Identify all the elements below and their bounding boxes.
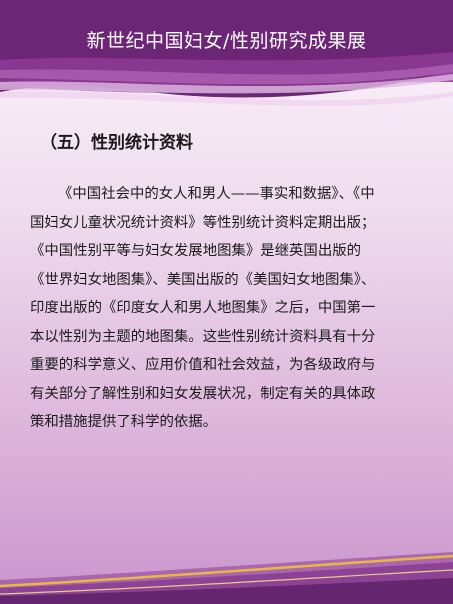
body-line: 《世界妇女地图集》、美国出版的《美国妇女地图集》、 <box>30 271 376 288</box>
body-line: 本以性别为主题的地图集。这些性别统计资料具有十分 <box>30 328 376 345</box>
body-line: 国妇女儿童状况统计资料》等性别统计资料定期出版； <box>30 214 376 231</box>
body-line: 印度出版的《印度女人和男人地图集》之后，中国第一 <box>30 300 376 316</box>
body-line: 重要的科学意义、应用价值和社会效益，为各级政府与 <box>30 357 376 373</box>
footer-wave-decoration <box>0 552 453 604</box>
body-line: 策和措施提供了科学的依据。 <box>30 414 218 430</box>
body-paragraph: 《中国社会中的女人和男人——事实和数据》、《中 国妇女儿童状况统计资料》等性别统… <box>30 180 428 437</box>
header-wave-decoration <box>0 0 453 106</box>
section-title: （五）性别统计资料 <box>40 133 193 153</box>
body-line: 有关部分了解性别和妇女发展状况，制定有关的具体政 <box>30 385 376 402</box>
header-title: 新世纪中国妇女/性别研究成果展 <box>86 30 367 52</box>
body-line: 《中国社会中的女人和男人——事实和数据》、《中 <box>58 186 375 202</box>
body-line: 《中国性别平等与妇女发展地图集》是继英国出版的 <box>30 243 361 259</box>
